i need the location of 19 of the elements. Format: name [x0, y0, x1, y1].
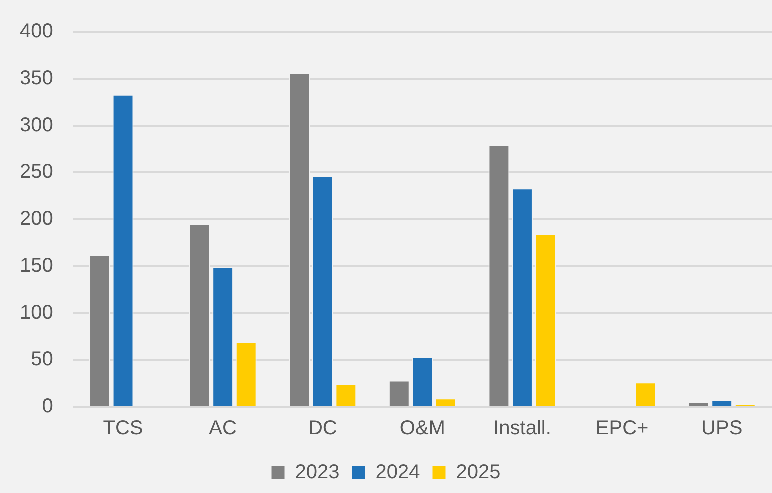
y-tick-label: 100 — [20, 302, 54, 324]
y-tick-label: 200 — [20, 208, 54, 230]
x-tick-label: AC — [209, 418, 237, 440]
y-tick-label: 300 — [20, 114, 54, 136]
y-tick-label: 400 — [20, 20, 54, 43]
y-tick-label: 250 — [20, 161, 54, 184]
legend-label: 2023 — [295, 462, 340, 484]
x-tick-label: UPS — [702, 418, 743, 440]
y-tick-label: 50 — [31, 348, 54, 371]
y-tick-label: 0 — [42, 396, 54, 418]
legend-label: 2025 — [456, 462, 501, 484]
y-tick-label: 350 — [20, 67, 54, 90]
x-tick-label: O&M — [400, 418, 446, 440]
x-tick-label: DC — [308, 418, 338, 440]
x-tick-label: EPC+ — [596, 418, 649, 440]
x-tick-label: Install. — [494, 418, 552, 440]
legend-label: 2024 — [376, 462, 420, 484]
y-tick-label: 150 — [20, 254, 54, 277]
x-tick-label: TCS — [103, 418, 144, 440]
